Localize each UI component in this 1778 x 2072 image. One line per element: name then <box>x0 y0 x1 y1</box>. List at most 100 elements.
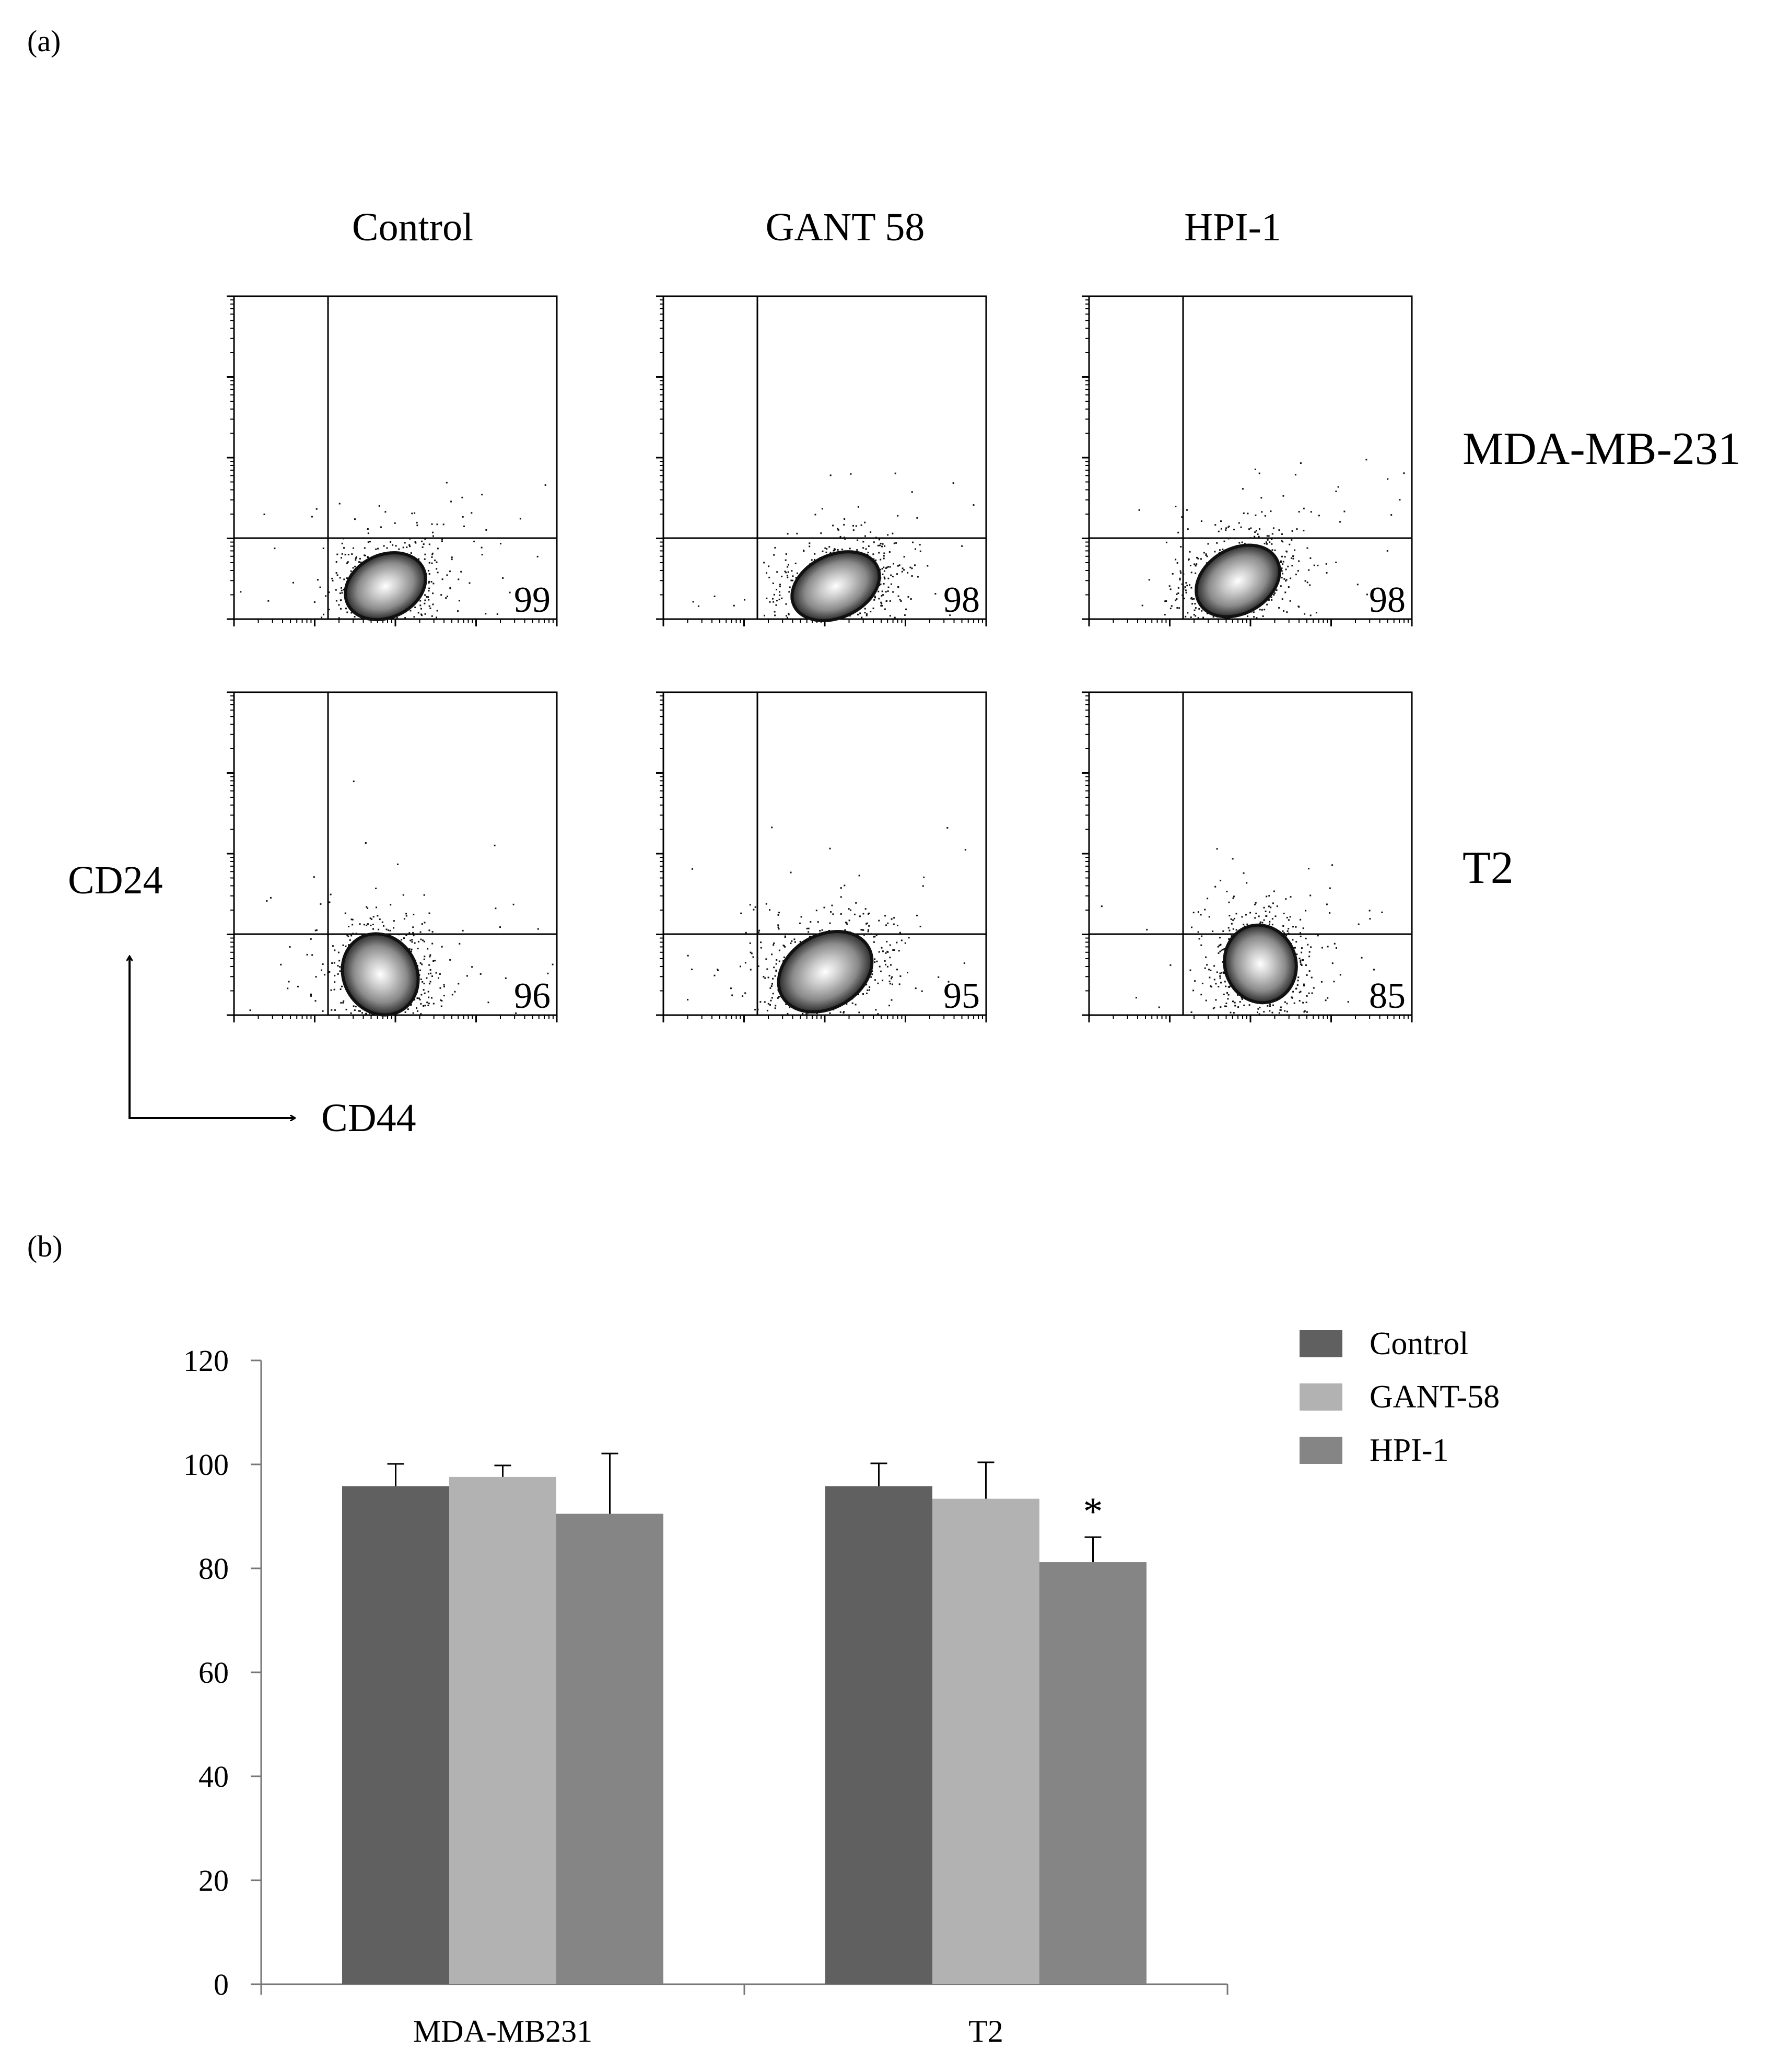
event-dot <box>424 599 426 601</box>
event-dot <box>1257 1011 1258 1014</box>
event-dot <box>1223 972 1225 974</box>
event-dot <box>946 827 949 829</box>
event-dot <box>429 969 431 971</box>
event-dot <box>791 570 793 572</box>
event-dot <box>825 551 827 553</box>
event-dot <box>1296 528 1298 530</box>
event-dot <box>378 928 380 930</box>
legend-swatch-hpi1 <box>1300 1437 1342 1464</box>
event-dot <box>792 579 793 581</box>
bar-chart: 0 20 40 60 80 100 120 MDA-MB231 * T2 <box>183 1344 1229 2048</box>
event-dot <box>1238 542 1241 544</box>
event-dot <box>892 591 894 593</box>
event-dot <box>1326 572 1328 574</box>
event-dot <box>460 571 462 573</box>
event-dot <box>1235 913 1237 915</box>
event-dot <box>776 959 778 961</box>
event-dot <box>351 553 353 555</box>
event-dot <box>359 923 361 925</box>
event-dot <box>1179 579 1181 581</box>
event-dot <box>412 1012 414 1014</box>
event-dot <box>750 951 752 953</box>
event-dot <box>887 566 890 568</box>
event-dot <box>864 933 867 935</box>
event-dot <box>1171 605 1173 607</box>
bar <box>1039 1562 1147 1984</box>
event-dot <box>1256 617 1258 619</box>
event-dot <box>815 910 817 912</box>
event-dot <box>904 942 906 944</box>
event-dot <box>1317 935 1319 937</box>
event-dot <box>333 962 335 964</box>
event-dot <box>1225 1003 1227 1004</box>
event-dot <box>1193 598 1195 600</box>
event-dot <box>756 958 758 960</box>
event-dot <box>346 611 348 613</box>
event-dot <box>411 941 413 943</box>
event-dot <box>853 913 856 915</box>
event-dot <box>1227 526 1230 528</box>
event-dot <box>436 616 437 619</box>
event-dot <box>355 556 357 558</box>
event-dot <box>773 944 775 946</box>
event-dot <box>413 935 415 937</box>
event-dot <box>1176 593 1178 595</box>
event-dot <box>894 949 895 951</box>
event-dot <box>393 927 394 929</box>
event-dot <box>881 568 883 570</box>
event-dot <box>1270 906 1272 909</box>
event-dot <box>1194 980 1196 982</box>
event-dot <box>878 919 880 922</box>
event-dot <box>337 965 339 967</box>
event-dot <box>377 548 379 550</box>
event-dot <box>1222 971 1224 973</box>
event-dot <box>420 979 422 980</box>
event-dot <box>771 997 773 999</box>
event-dot <box>328 591 330 593</box>
event-dot <box>1308 569 1310 571</box>
event-dot <box>1188 559 1190 561</box>
event-dot <box>1225 1005 1227 1007</box>
event-dot <box>821 508 823 510</box>
event-dot <box>1299 958 1301 960</box>
event-dot <box>1387 478 1389 480</box>
event-dot <box>891 976 893 978</box>
event-dot <box>1271 918 1273 920</box>
event-dot <box>1229 915 1231 917</box>
event-dot <box>1222 961 1224 963</box>
event-dot <box>1180 572 1182 574</box>
event-dot <box>1254 903 1256 905</box>
event-dot <box>787 571 789 573</box>
event-dot <box>1158 1006 1160 1008</box>
event-dot <box>1264 609 1266 611</box>
event-dot <box>322 548 324 549</box>
event-dot <box>912 541 914 543</box>
x-category-label: MDA-MB231 <box>413 2014 592 2048</box>
event-dot <box>897 565 899 567</box>
event-dot <box>266 900 268 902</box>
event-dot <box>1276 589 1278 591</box>
event-dot <box>819 930 821 932</box>
event-dot <box>888 975 891 976</box>
event-dot <box>458 578 460 580</box>
event-dot <box>914 564 916 566</box>
event-dot <box>867 552 869 553</box>
event-dot <box>1164 614 1166 615</box>
event-dot <box>394 522 396 524</box>
event-dot <box>1185 582 1187 584</box>
event-dot <box>428 587 430 589</box>
event-dot <box>777 926 779 928</box>
event-dot <box>1243 512 1245 514</box>
event-dot <box>424 538 426 540</box>
event-dot <box>1189 969 1191 971</box>
event-dot <box>424 992 426 994</box>
event-dot <box>367 532 369 534</box>
event-dot <box>899 975 902 977</box>
event-dot <box>1281 598 1283 600</box>
event-dot <box>1237 537 1239 539</box>
event-dot <box>365 842 367 844</box>
bar <box>932 1498 1039 1984</box>
event-dot <box>784 935 786 937</box>
event-dot <box>777 997 779 999</box>
event-dot <box>851 1002 853 1004</box>
